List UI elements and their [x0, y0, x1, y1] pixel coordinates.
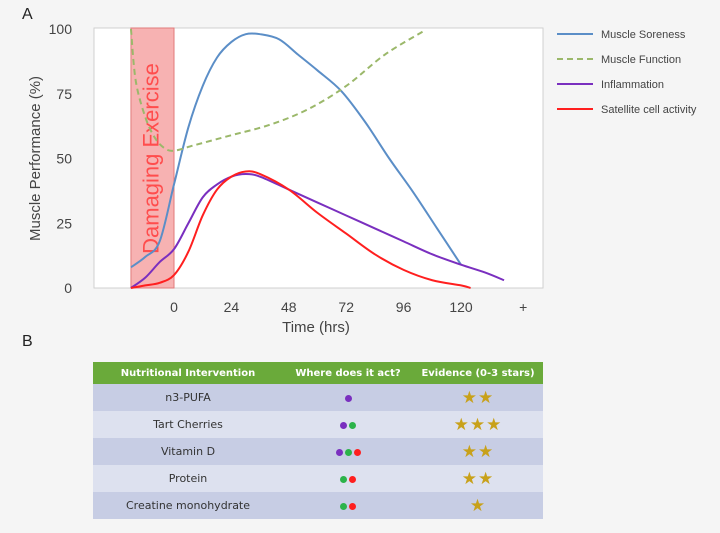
y-axis-label: Muscle Performance (%): [27, 76, 44, 241]
site-dot: [344, 394, 352, 402]
site-dots: [283, 465, 413, 492]
site-dot: [340, 421, 347, 429]
site-dot: [349, 502, 356, 510]
site-dot: [340, 502, 347, 510]
legend-label-satellite-cell-activity: Satellite cell activity: [601, 104, 697, 116]
table-row: n3-PUFA ★★: [93, 384, 543, 411]
legend-label-muscle-function: Muscle Function: [601, 54, 681, 66]
y-tick-label: 75: [56, 86, 72, 102]
star-icon: ★: [453, 414, 470, 435]
evidence-stars: ★★: [413, 438, 543, 465]
intervention-name: Creatine monohydrate: [93, 492, 283, 519]
x-axis-label: Time (hrs): [282, 319, 350, 336]
series-line-muscle-function: [129, 28, 424, 152]
site-dot: [349, 475, 356, 483]
table-row: Creatine monohydrate ★: [93, 492, 543, 519]
x-tick-label: 48: [281, 299, 297, 315]
series-line-inflammation: [130, 173, 505, 289]
legend-label-muscle-soreness: Muscle Soreness: [601, 29, 686, 41]
star-icon: ★: [469, 495, 487, 516]
site-dots: [283, 438, 413, 465]
site-dot: [340, 475, 347, 483]
panel-label-b: B: [22, 333, 33, 350]
star-icon: ★: [461, 387, 478, 408]
star-icon: ★: [478, 468, 495, 489]
x-tick-label: 96: [396, 299, 412, 315]
site-dots: [283, 411, 413, 438]
table-row: Tart Cherries ★★★: [93, 411, 543, 438]
series-line-satellite-cell-activity: [130, 170, 471, 289]
table-row: Vitamin D ★★: [93, 438, 543, 465]
intervention-name: n3-PUFA: [93, 384, 283, 411]
y-tick-label: 100: [49, 21, 73, 37]
intervention-name: Tart Cherries: [93, 411, 283, 438]
site-dots: [283, 492, 413, 519]
chart: Damaging Exercise 0 25 50 75 100 0 24 48 72 96 120 +…: [27, 21, 697, 336]
evidence-stars: ★★: [413, 384, 543, 411]
x-tick-label: 24: [224, 299, 240, 315]
star-icon: ★: [478, 441, 495, 462]
y-tick-label: 25: [56, 215, 72, 231]
site-dot: [353, 448, 361, 456]
nutrition-table: Nutritional Intervention Where does it a…: [93, 362, 543, 519]
star-icon: ★: [478, 387, 495, 408]
header-where: Where does it act?: [283, 362, 413, 384]
y-tick-label: 50: [56, 151, 72, 167]
site-dots: [283, 384, 413, 411]
header-intervention: Nutritional Intervention: [93, 362, 283, 384]
shaded-region-label: Damaging Exercise: [138, 63, 163, 254]
legend-label-inflammation: Inflammation: [601, 79, 664, 91]
star-icon: ★: [469, 414, 487, 435]
x-tick-label: 72: [338, 299, 354, 315]
table-body: n3-PUFA ★★ Tart Cherries ★★★ Vitamin D ★★ Prot…: [93, 384, 543, 519]
evidence-stars: ★: [413, 492, 543, 519]
site-dot: [349, 421, 356, 429]
header-evidence: Evidence (0-3 stars): [413, 362, 543, 384]
intervention-name: Vitamin D: [93, 438, 283, 465]
table-header-row: Nutritional Intervention Where does it a…: [93, 362, 543, 384]
evidence-stars: ★★★: [413, 411, 543, 438]
x-tick-label: 0: [170, 299, 178, 315]
star-icon: ★: [461, 441, 478, 462]
star-icon: ★: [461, 468, 478, 489]
site-dot: [344, 448, 352, 456]
panel-label-a: A: [22, 6, 33, 23]
table-row: Protein ★★: [93, 465, 543, 492]
intervention-name: Protein: [93, 465, 283, 492]
x-tick-label: +: [519, 299, 527, 315]
shaded-region: [130, 27, 175, 289]
series-line-muscle-soreness: [130, 32, 462, 269]
site-dot: [335, 448, 343, 456]
x-tick-label: 120: [449, 299, 473, 315]
y-tick-label: 0: [64, 280, 72, 296]
star-icon: ★: [486, 414, 503, 435]
evidence-stars: ★★: [413, 465, 543, 492]
